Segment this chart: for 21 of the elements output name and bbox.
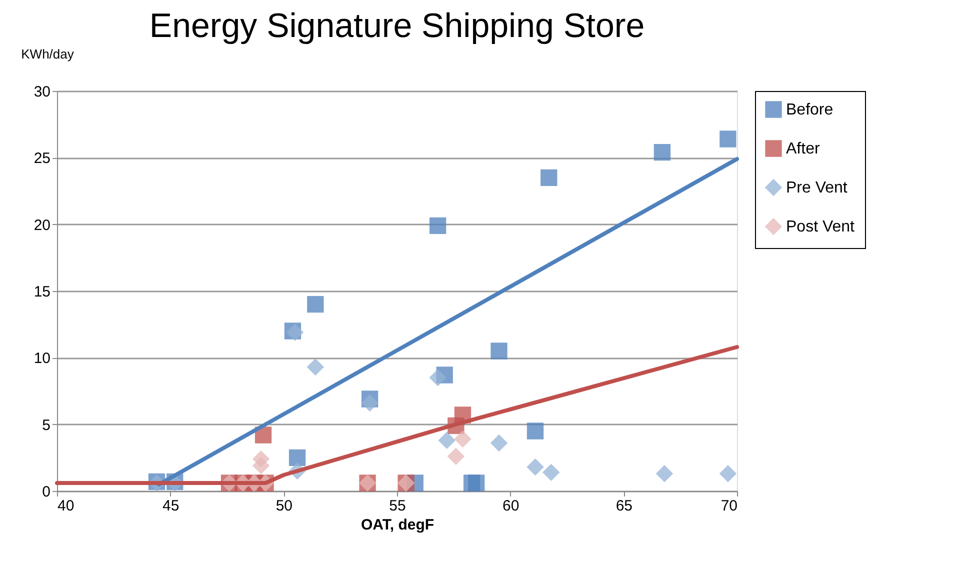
x-tick-label: 45 (162, 498, 180, 514)
y-tick-label: 10 (34, 350, 50, 368)
x-tick-label: 40 (58, 498, 74, 514)
y-tick-label: 5 (42, 416, 50, 434)
y-tick-label: 15 (34, 284, 50, 300)
x-tick-label: 50 (276, 498, 293, 514)
y-tick-label: 25 (34, 150, 50, 168)
legend-label: Post Vent (786, 218, 856, 236)
y-tick-label: 0 (42, 484, 50, 500)
x-tick-label: 70 (720, 498, 738, 514)
legend-label: Before (786, 102, 834, 118)
legend-label: After (786, 140, 820, 158)
x-axis-title: OAT, degF (360, 516, 434, 534)
y-tick-label: 30 (34, 84, 50, 100)
x-tick-label: 65 (616, 498, 633, 514)
x-tick-label: 60 (502, 498, 520, 514)
y-tick-label: 20 (34, 216, 50, 234)
legend-label: Pre Vent (786, 180, 848, 196)
y-axis-title: KWh/day (21, 46, 74, 62)
chart-title: Energy Signature Shipping Store (149, 7, 645, 45)
x-tick-label: 55 (389, 498, 406, 514)
